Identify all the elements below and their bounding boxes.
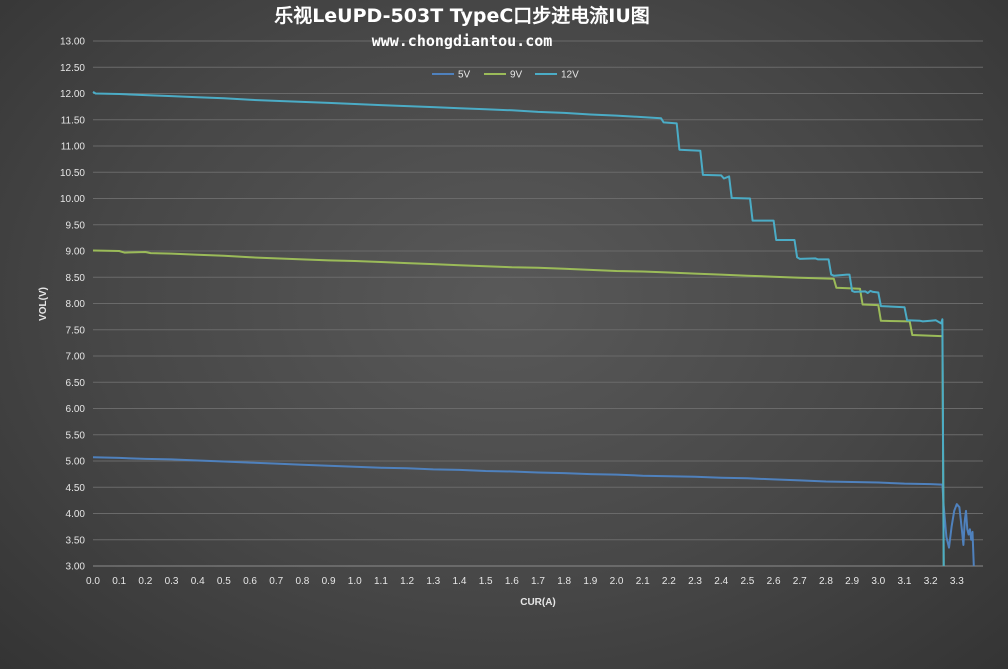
y-tick-label: 5.50 [66, 430, 86, 441]
x-tick-label: 0.6 [243, 576, 257, 587]
x-tick-label: 3.1 [898, 576, 912, 587]
x-tick-label: 2.9 [845, 576, 859, 587]
x-tick-label: 0.2 [138, 576, 152, 587]
y-tick-label: 7.00 [66, 352, 86, 363]
x-tick-label: 3.3 [950, 576, 964, 587]
x-tick-label: 0.0 [86, 576, 100, 587]
series-line-5v [92, 456, 975, 567]
y-tick-label: 4.00 [66, 509, 86, 520]
x-tick-label: 1.1 [374, 576, 388, 587]
legend-label-12v: 12V [561, 70, 579, 81]
chart-subtitle: www.chongdiantou.com [372, 32, 553, 50]
y-tick-label: 10.50 [60, 168, 85, 179]
y-tick-label: 5.00 [66, 457, 86, 468]
y-tick-label: 11.50 [61, 115, 86, 126]
x-tick-label: 2.5 [740, 576, 754, 587]
x-tick-label: 2.8 [819, 576, 833, 587]
y-tick-label: 3.00 [66, 562, 86, 573]
x-tick-label: 0.7 [269, 576, 283, 587]
y-tick-label: 8.50 [66, 273, 86, 284]
y-tick-label: 12.00 [60, 89, 85, 100]
series-line-9v [92, 249, 945, 567]
y-tick-label: 9.00 [66, 247, 86, 258]
y-tick-label: 11.00 [61, 142, 86, 153]
x-tick-label: 1.7 [531, 576, 545, 587]
x-tick-label: 2.3 [688, 576, 702, 587]
x-tick-label: 3.2 [924, 576, 938, 587]
y-tick-label: 8.00 [66, 299, 86, 310]
x-tick-label: 1.2 [400, 576, 414, 587]
x-tick-label: 1.4 [453, 576, 467, 587]
x-tick-label: 1.9 [583, 576, 597, 587]
y-tick-label: 4.50 [66, 483, 86, 494]
x-tick-label: 1.5 [479, 576, 493, 587]
x-tick-label: 0.4 [191, 576, 205, 587]
x-tick-label: 3.0 [871, 576, 885, 587]
x-tick-label: 0.8 [295, 576, 309, 587]
x-tick-label: 1.6 [505, 576, 519, 587]
y-tick-label: 6.00 [66, 404, 86, 415]
x-tick-label: 2.7 [793, 576, 807, 587]
x-tick-label: 2.1 [636, 576, 650, 587]
gridlines [93, 40, 983, 541]
x-tick-label: 1.8 [557, 576, 571, 587]
y-axis-ticks: 3.00 3.50 4.00 4.50 5.00 5.50 6.00 6.50 7.00 7.50… [60, 37, 85, 573]
x-tick-label: 0.1 [112, 576, 126, 587]
y-tick-label: 3.50 [66, 535, 86, 546]
x-tick-label: 2.2 [662, 576, 676, 587]
y-tick-label: 7.50 [66, 325, 86, 336]
x-axis-title: CUR(A) [520, 597, 556, 608]
x-tick-label: 1.3 [426, 576, 440, 587]
legend-label-9v: 9V [510, 70, 523, 81]
y-tick-label: 13.00 [60, 37, 85, 48]
y-tick-label: 9.50 [66, 220, 86, 231]
x-axis-ticks: 0.0 0.1 0.2 0.3 0.4 0.5 0.6 0.7 0.8 0.9 1.0 1.1 1.2 1… [86, 576, 964, 587]
x-tick-label: 0.9 [322, 576, 336, 587]
chart-title: 乐视LeUPD-503T TypeC口步进电流IU图 [274, 4, 650, 27]
y-tick-label: 6.50 [66, 378, 86, 389]
legend-label-5v: 5V [458, 70, 471, 81]
x-tick-label: 2.0 [610, 576, 624, 587]
x-tick-label: 0.3 [165, 576, 179, 587]
x-tick-label: 1.0 [348, 576, 362, 587]
series-lines [92, 91, 975, 567]
y-tick-label: 12.50 [60, 63, 85, 74]
x-tick-label: 2.6 [767, 576, 781, 587]
y-tick-label: 10.00 [60, 194, 85, 205]
x-tick-label: 0.5 [217, 576, 231, 587]
x-tick-label: 2.4 [714, 576, 728, 587]
series-line-12v [92, 91, 945, 567]
y-axis-title: VOL(V) [38, 287, 49, 321]
legend: 5V 9V 12V [432, 70, 579, 81]
